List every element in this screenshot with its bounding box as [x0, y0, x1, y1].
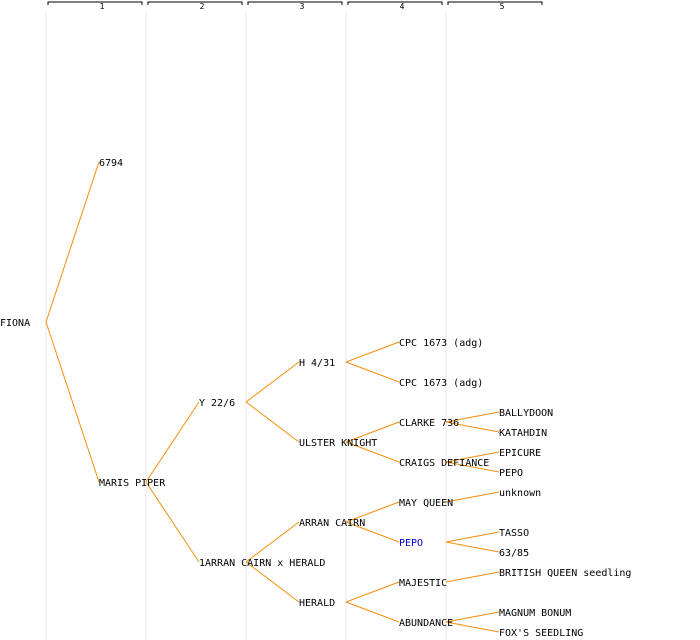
- edge-y226-ulster-knight: [245, 401, 300, 443]
- node-g5-b[interactable]: KATAHDIN: [499, 428, 547, 439]
- gen-bracket-4: [347, 1, 443, 5]
- edge-arran-cairn-pepo: [345, 521, 400, 543]
- node-g5-e[interactable]: unknown: [499, 488, 541, 499]
- edge-fiona-maris-piper: [45, 321, 100, 483]
- gen-label-5: 5: [500, 2, 505, 11]
- node-g4-e[interactable]: MAY QUEEN: [399, 498, 453, 509]
- edge-ulster-clarke: [345, 421, 400, 443]
- gen-label-1: 1: [100, 2, 105, 11]
- node-g2-b[interactable]: 1ARRAN CAIRN x HERALD: [199, 558, 325, 569]
- edge-y226-h431: [245, 361, 300, 403]
- gen-bracket-1: [47, 1, 143, 5]
- node-g5-c[interactable]: EPICURE: [499, 448, 541, 459]
- edge-maris-piper-arran-herald: [145, 481, 200, 563]
- gen-label-4: 4: [400, 2, 405, 11]
- node-root[interactable]: FIONA: [0, 318, 30, 329]
- node-g4-a[interactable]: CPC 1673 (adg): [399, 338, 483, 349]
- node-g5-h[interactable]: BRITISH QUEEN seedling: [499, 568, 631, 579]
- pedigree-nodes: FIONA 6794 MARIS PIPER Y 22/6 1ARRAN CAI…: [0, 158, 631, 639]
- gen-bracket-3: [247, 1, 343, 5]
- node-g5-a[interactable]: BALLYDOON: [499, 408, 553, 419]
- pedigree-edges: [45, 161, 500, 633]
- edge-fiona-6794: [45, 161, 100, 323]
- edge-arran-cairn-may-queen: [345, 501, 400, 523]
- node-g4-b[interactable]: CPC 1673 (adg): [399, 378, 483, 389]
- edge-pepo-tasso: [445, 531, 500, 543]
- edge-herald-majestic: [345, 581, 400, 603]
- edge-craigs-pepo: [445, 461, 500, 473]
- generation-gridlines: [45, 12, 447, 640]
- node-g4-g[interactable]: MAJESTIC: [399, 578, 447, 589]
- node-g4-f-link[interactable]: PEPO: [399, 538, 423, 549]
- node-g3-a[interactable]: H 4/31: [299, 358, 335, 369]
- edge-arran-herald-herald: [245, 561, 300, 603]
- node-g5-g[interactable]: 63/85: [499, 548, 529, 559]
- edge-maris-piper-y226: [145, 401, 200, 483]
- edge-pepo-6385: [445, 541, 500, 553]
- gen-bracket-5: [447, 1, 543, 5]
- node-g3-d[interactable]: HERALD: [299, 598, 335, 609]
- gen-label-3: 3: [300, 2, 305, 11]
- edge-ulster-craigs: [345, 441, 400, 463]
- node-g4-d[interactable]: CRAIGS DEFIANCE: [399, 458, 489, 469]
- edge-arran-herald-arran-cairn: [245, 521, 300, 563]
- node-g2-a[interactable]: Y 22/6: [199, 398, 235, 409]
- edge-clarke-katahdin: [445, 421, 500, 433]
- edge-abundance-foxs-seedling: [445, 621, 500, 633]
- node-g3-b[interactable]: ULSTER KNIGHT: [299, 438, 377, 449]
- node-g4-h[interactable]: ABUNDANCE: [399, 618, 453, 629]
- edge-clarke-ballydoon: [445, 411, 500, 423]
- edge-h431-cpc-b: [345, 361, 400, 383]
- generation-header: 1 2 3 4 5: [47, 1, 543, 11]
- node-g5-d[interactable]: PEPO: [499, 468, 523, 479]
- edge-herald-abundance: [345, 601, 400, 623]
- edge-h431-cpc-a: [345, 341, 400, 363]
- gen-label-2: 2: [200, 2, 205, 11]
- edge-abundance-magnum-bonum: [445, 611, 500, 623]
- node-g5-j[interactable]: FOX'S SEEDLING: [499, 628, 583, 639]
- node-g3-c[interactable]: ARRAN CAIRN: [299, 518, 365, 529]
- edge-may-queen-unknown: [445, 491, 500, 503]
- node-g5-i[interactable]: MAGNUM BONUM: [499, 608, 571, 619]
- edge-majestic-british-queen: [445, 571, 500, 583]
- node-g5-f[interactable]: TASSO: [499, 528, 529, 539]
- gen-bracket-2: [147, 1, 243, 5]
- edge-craigs-epicure: [445, 451, 500, 463]
- node-g1-b[interactable]: MARIS PIPER: [99, 478, 166, 489]
- node-g1-a[interactable]: 6794: [99, 158, 123, 169]
- node-g4-c[interactable]: CLARKE 736: [399, 418, 459, 429]
